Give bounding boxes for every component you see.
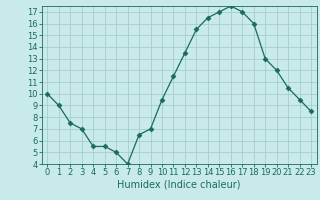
X-axis label: Humidex (Indice chaleur): Humidex (Indice chaleur): [117, 180, 241, 190]
